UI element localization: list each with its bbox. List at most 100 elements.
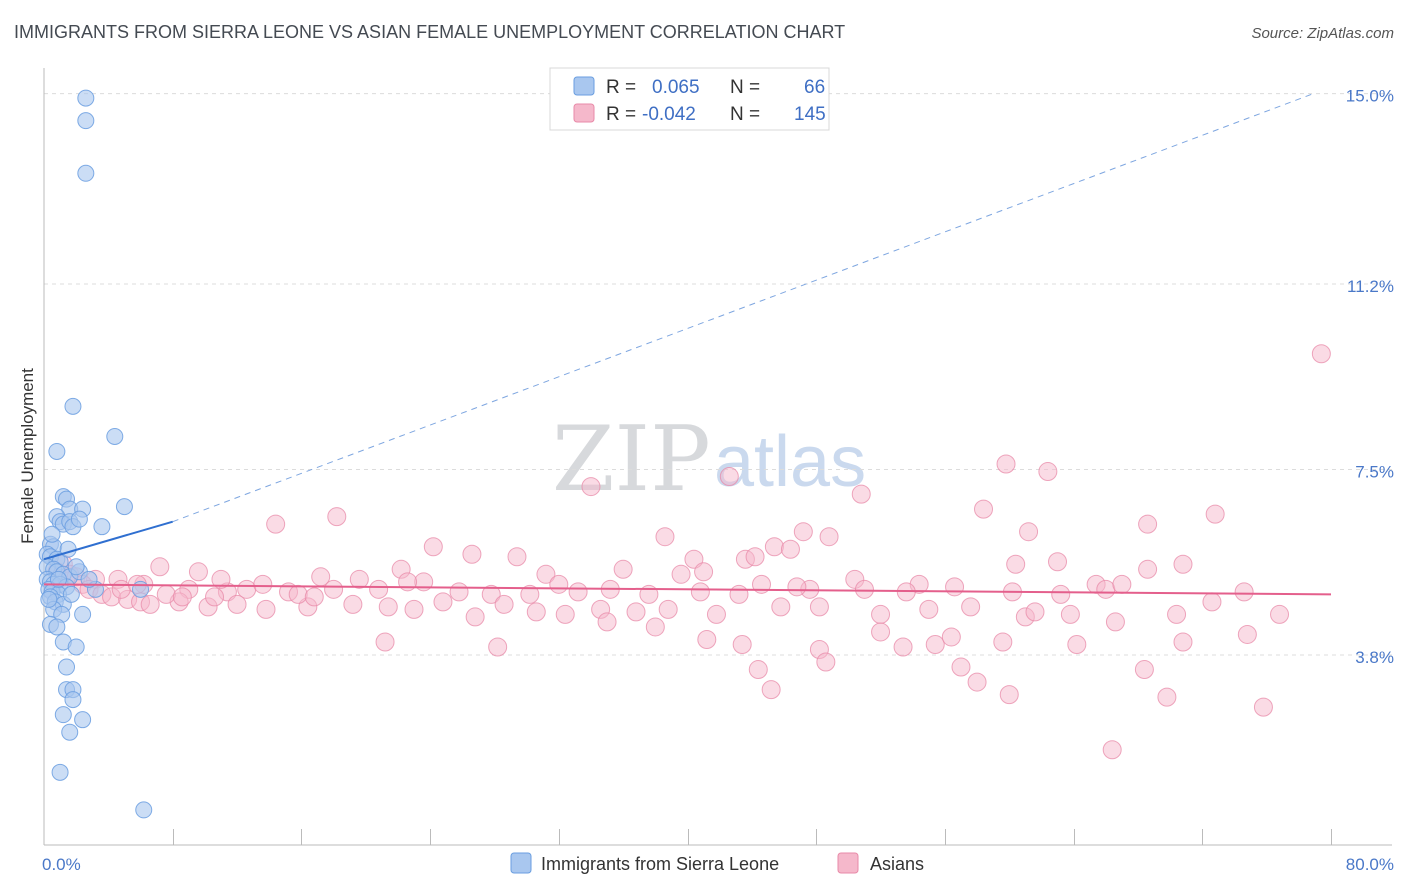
legend-n-label-blue: N = xyxy=(730,77,760,98)
point-asians xyxy=(343,594,363,614)
point-asians xyxy=(1105,612,1125,632)
point-asians xyxy=(671,564,691,584)
x-tick-label-max: 80.0% xyxy=(1346,855,1394,874)
point-asians xyxy=(645,617,665,637)
y-tick-label: 7.5% xyxy=(1355,463,1394,482)
point-sierra-leone xyxy=(64,397,82,415)
legend-swatch-blue xyxy=(573,76,595,96)
point-asians xyxy=(581,477,601,497)
point-asians xyxy=(729,584,749,604)
bottom-legend-label-asians: Asians xyxy=(870,854,924,874)
watermark-zip: ZIP xyxy=(552,407,711,512)
point-asians xyxy=(481,584,501,604)
point-sierra-leone xyxy=(74,605,92,623)
trend-line-asians xyxy=(43,583,1332,596)
bottom-legend-swatch-blue xyxy=(510,852,532,874)
point-asians xyxy=(288,584,308,604)
stats-legend: R = 0.065 N = 66 R = -0.042 N = 145 xyxy=(549,67,830,131)
point-sierra-leone xyxy=(70,510,88,528)
point-asians xyxy=(690,582,710,602)
point-asians xyxy=(1167,604,1187,624)
point-asians xyxy=(748,660,768,680)
point-sierra-leone xyxy=(40,590,58,608)
point-asians xyxy=(172,587,192,607)
point-asians xyxy=(961,597,981,617)
point-asians xyxy=(1311,344,1331,364)
point-asians xyxy=(369,579,389,599)
point-asians xyxy=(809,597,829,617)
point-asians xyxy=(536,564,556,584)
legend-r-label-blue: R = xyxy=(606,77,636,98)
point-asians xyxy=(327,507,347,527)
y-tick-label: 3.8% xyxy=(1355,648,1394,667)
point-asians xyxy=(851,484,871,504)
point-asians xyxy=(1234,582,1254,602)
point-asians xyxy=(227,594,247,614)
point-asians xyxy=(752,574,772,594)
point-sierra-leone xyxy=(135,801,153,819)
point-asians xyxy=(1102,740,1122,760)
point-asians xyxy=(1006,554,1026,574)
point-asians xyxy=(1202,592,1222,612)
point-asians xyxy=(697,629,717,649)
trend-line-sierra-leone xyxy=(43,520,173,561)
point-asians xyxy=(871,604,891,624)
point-asians xyxy=(626,602,646,622)
point-asians xyxy=(745,547,765,567)
point-sierra-leone xyxy=(49,570,67,588)
point-sierra-leone xyxy=(43,525,61,543)
point-asians xyxy=(655,527,675,547)
point-sierra-leone xyxy=(48,442,66,460)
watermark: ZIP atlas xyxy=(552,407,866,512)
point-asians xyxy=(1134,660,1154,680)
point-asians xyxy=(211,569,231,589)
point-asians xyxy=(1138,514,1158,534)
point-asians xyxy=(111,579,131,599)
point-asians xyxy=(494,594,514,614)
point-asians xyxy=(140,594,160,614)
point-asians xyxy=(706,604,726,624)
point-sierra-leone xyxy=(67,638,85,656)
bottom-legend-label-sierra-leone: Immigrants from Sierra Leone xyxy=(541,854,779,874)
point-asians xyxy=(1112,574,1132,594)
point-asians xyxy=(404,599,424,619)
point-asians xyxy=(925,634,945,654)
point-asians xyxy=(253,574,273,594)
point-asians xyxy=(819,527,839,547)
bottom-legend-swatch-pink xyxy=(837,852,859,874)
point-asians xyxy=(854,579,874,599)
point-asians xyxy=(465,607,485,627)
point-asians xyxy=(780,539,800,559)
point-asians xyxy=(816,652,836,672)
legend-r-label-pink: R = xyxy=(606,104,636,125)
point-asians xyxy=(1060,604,1080,624)
point-asians xyxy=(1237,624,1257,644)
point-asians xyxy=(719,467,739,487)
point-sierra-leone xyxy=(48,618,66,636)
point-asians xyxy=(996,454,1016,474)
point-sierra-leone xyxy=(64,691,82,709)
point-asians xyxy=(156,584,176,604)
point-asians xyxy=(597,612,617,632)
y-tick-labels: 3.8% 7.5% 11.2% 15.0% xyxy=(1346,87,1394,667)
point-asians xyxy=(1019,522,1039,542)
point-sierra-leone xyxy=(77,164,95,182)
point-asians xyxy=(1038,462,1058,482)
point-sierra-leone xyxy=(51,763,69,781)
chart-source: Source: ZipAtlas.com xyxy=(1251,25,1394,42)
legend-n-value-blue: 66 xyxy=(804,77,825,98)
point-asians xyxy=(771,597,791,617)
series-legend: Immigrants from Sierra Leone Asians xyxy=(510,852,924,874)
point-asians xyxy=(993,632,1013,652)
point-sierra-leone xyxy=(80,570,98,588)
trend-line-sierra-leone-projection xyxy=(172,92,1316,523)
point-sierra-leone xyxy=(115,498,133,516)
point-asians xyxy=(764,537,784,557)
point-asians xyxy=(1138,559,1158,579)
point-asians xyxy=(188,562,208,582)
point-asians xyxy=(568,582,588,602)
point-sierra-leone xyxy=(74,711,92,729)
point-asians xyxy=(893,637,913,657)
point-asians xyxy=(945,577,965,597)
